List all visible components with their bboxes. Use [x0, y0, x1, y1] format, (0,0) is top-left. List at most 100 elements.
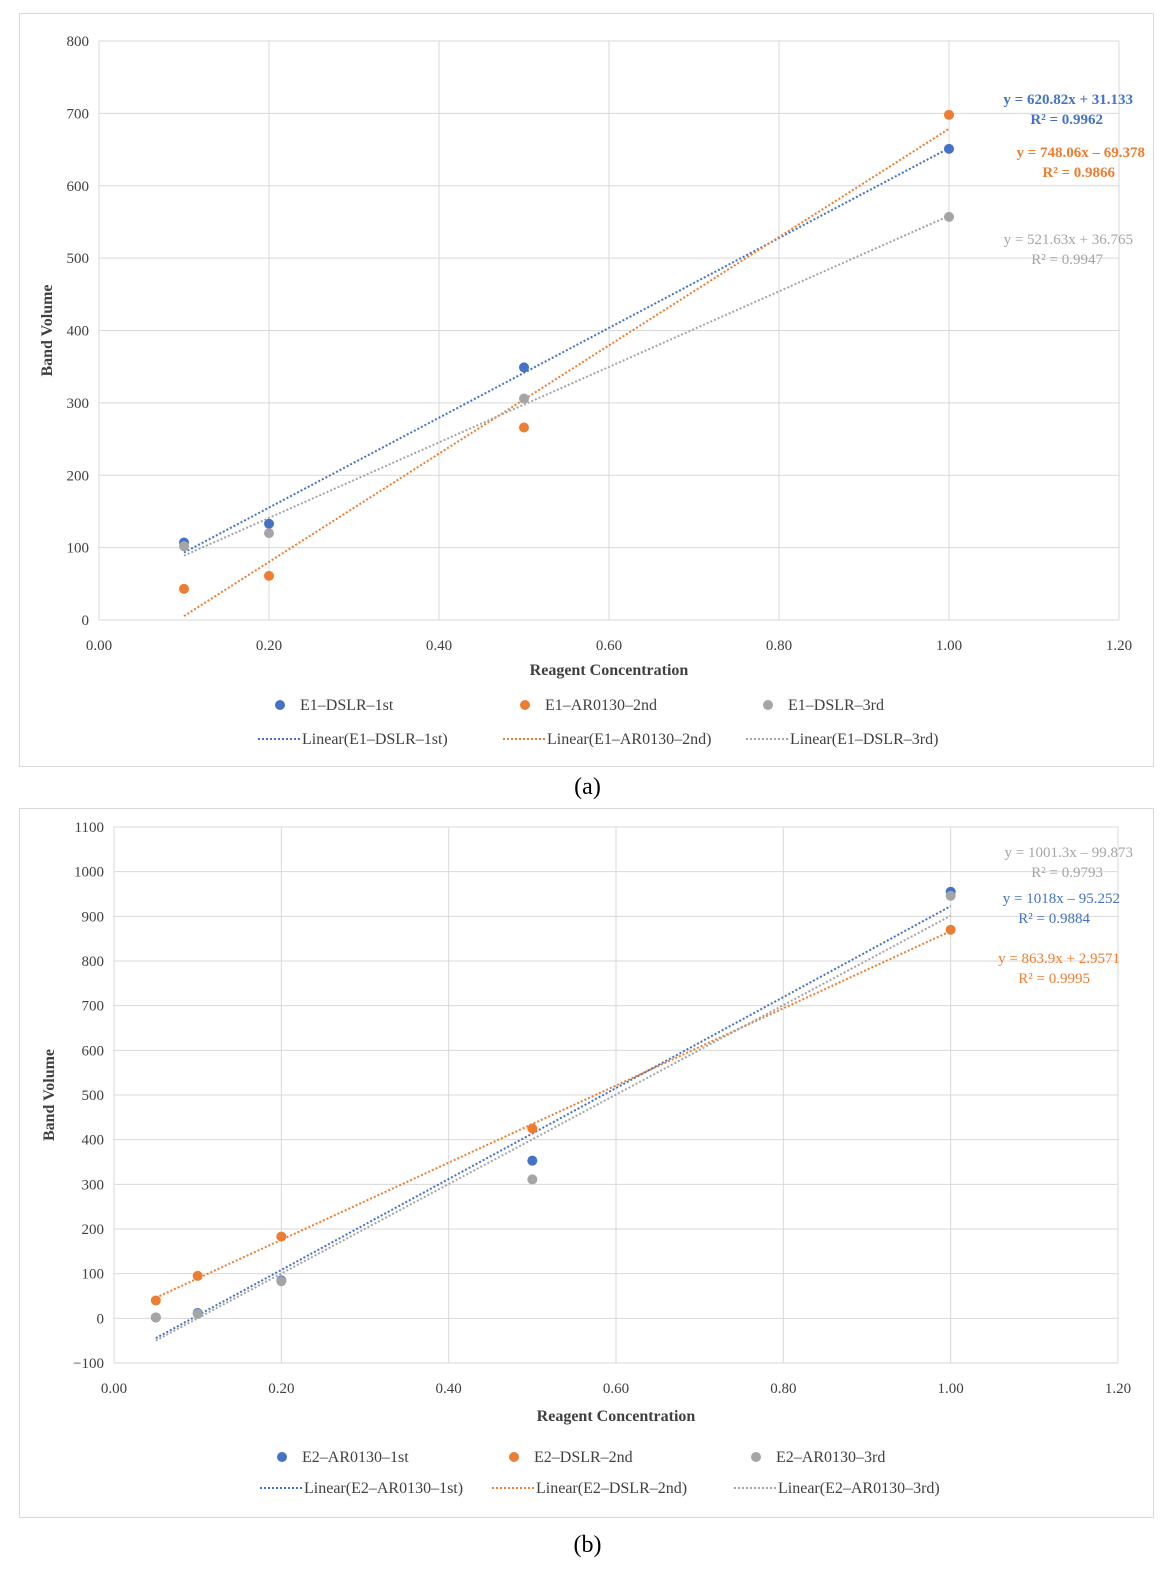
legend-label: E2–AR0130–3rd — [776, 1449, 885, 1466]
legend-trend-label: Linear(E2–AR0130–3rd) — [778, 1480, 940, 1497]
data-point — [945, 890, 956, 901]
legend-label: E1–DSLR–3rd — [788, 697, 884, 714]
y-tick-label: 300 — [67, 396, 90, 412]
y-tick-label: 700 — [67, 106, 90, 122]
data-point — [519, 362, 529, 373]
legend-trend-label: Linear(E1–DSLR–3rd) — [790, 731, 938, 748]
y-tick-label: 400 — [67, 324, 90, 340]
data-point — [276, 1276, 287, 1287]
legend-marker — [763, 700, 773, 710]
trend-equation: y = 521.63x + 36.765 — [1004, 232, 1133, 248]
x-tick-label: 1.00 — [938, 1381, 964, 1397]
trend-equation: y = 863.9x + 2.9571 — [998, 951, 1120, 967]
legend-trend-label: Linear(E2–DSLR–2nd) — [536, 1480, 687, 1497]
data-point — [150, 1312, 161, 1323]
x-tick-label: 0.40 — [436, 1381, 462, 1397]
caption-a: (a) — [574, 774, 601, 800]
trend-equation: y = 748.06x – 69.378 — [1016, 145, 1145, 161]
y-tick-label: 200 — [82, 1222, 105, 1238]
y-axis-title: Band Volume — [39, 284, 56, 376]
x-tick-label: 1.00 — [936, 638, 962, 654]
data-point — [519, 422, 529, 433]
x-tick-label: 0.20 — [256, 638, 282, 654]
trend-r2: R² = 0.9866 — [1042, 165, 1115, 181]
trendline-1 — [155, 930, 952, 1299]
data-point — [527, 1174, 538, 1185]
legend-marker — [277, 1452, 287, 1462]
data-point — [519, 393, 529, 404]
caption-b: (b) — [573, 1532, 602, 1558]
y-tick-label: 200 — [67, 468, 90, 484]
chart-panel-b: −100 0 100 200 300 400 500 600 700 800 900 1000 1100… — [19, 808, 1154, 1518]
data-point — [264, 518, 274, 529]
data-point — [264, 528, 274, 539]
legend-marker — [509, 1452, 519, 1462]
trendline-2 — [183, 214, 950, 557]
data-point — [527, 1155, 538, 1166]
trend-equation: y = 1018x – 95.252 — [1003, 891, 1120, 907]
data-point — [944, 143, 954, 154]
y-tick-label: 500 — [67, 251, 90, 267]
x-tick-label: 0.00 — [101, 1381, 127, 1397]
data-point — [264, 570, 274, 581]
trend-equation: y = 620.82x + 31.133 — [1003, 92, 1133, 108]
data-point — [192, 1308, 203, 1319]
trendline-0 — [155, 905, 952, 1340]
x-tick-label: 0.80 — [766, 638, 792, 654]
trendline-1 — [183, 127, 950, 617]
data-point — [179, 541, 189, 552]
x-tick-label: 0.60 — [603, 1381, 629, 1397]
data-point — [944, 109, 954, 120]
trendline-0 — [183, 147, 950, 554]
y-tick-label: −100 — [73, 1356, 104, 1372]
trend-r2: R² = 0.9995 — [1018, 971, 1090, 987]
legend-marker — [751, 1452, 761, 1462]
trend-equation: y = 1001.3x – 99.873 — [1005, 845, 1133, 861]
y-tick-label: 600 — [82, 1043, 105, 1059]
data-point — [150, 1295, 161, 1306]
y-axis-title: Band Volume — [41, 1049, 58, 1141]
y-tick-label: 1100 — [75, 820, 104, 836]
y-tick-label: 0 — [97, 1311, 105, 1327]
x-tick-label: 1.20 — [1106, 638, 1132, 654]
y-tick-label: 0 — [82, 613, 90, 629]
y-tick-label: 700 — [82, 999, 105, 1015]
trend-r2: R² = 0.9884 — [1018, 911, 1090, 927]
y-tick-label: 300 — [82, 1177, 105, 1193]
x-tick-label: 0.20 — [268, 1381, 294, 1397]
legend-label: E1–AR0130–2nd — [545, 697, 657, 714]
y-tick-label: 400 — [82, 1133, 105, 1149]
y-tick-label: 900 — [82, 909, 105, 925]
y-tick-label: 800 — [82, 954, 105, 970]
chart-a-svg: 0 100 200 300 400 500 600 700 800 0.00 0.20 0.40 0.6… — [39, 34, 1145, 748]
data-point — [527, 1123, 538, 1134]
trend-r2: R² = 0.9947 — [1031, 252, 1103, 268]
x-axis-title: Reagent Concentration — [530, 662, 689, 679]
legend-trend-label: Linear(E2–AR0130–1st) — [304, 1480, 463, 1497]
trend-r2: R² = 0.9793 — [1031, 865, 1103, 881]
trendline-2 — [155, 914, 952, 1342]
data-point — [944, 211, 954, 222]
y-tick-label: 500 — [82, 1088, 105, 1104]
legend-label: E1–DSLR–1st — [300, 697, 394, 714]
data-point — [276, 1231, 287, 1242]
data-point — [179, 583, 189, 594]
y-tick-label: 100 — [82, 1267, 105, 1283]
y-tick-label: 800 — [67, 34, 90, 50]
x-tick-label: 0.00 — [86, 638, 112, 654]
legend-trend-label: Linear(E1–DSLR–1st) — [302, 731, 448, 748]
legend-label: E2–DSLR–2nd — [534, 1449, 633, 1466]
y-tick-label: 600 — [67, 179, 90, 195]
legend-label: E2–AR0130–1st — [302, 1449, 409, 1466]
data-point — [945, 924, 956, 935]
y-tick-label: 100 — [67, 541, 90, 557]
x-tick-label: 1.20 — [1105, 1381, 1131, 1397]
data-point — [192, 1270, 203, 1281]
x-axis-title: Reagent Concentration — [537, 1408, 696, 1425]
legend-marker — [275, 700, 285, 710]
trend-r2: R² = 0.9962 — [1030, 112, 1103, 128]
legend-trend-label: Linear(E1–AR0130–2nd) — [547, 731, 711, 748]
x-tick-label: 0.40 — [426, 638, 452, 654]
x-tick-label: 0.60 — [596, 638, 622, 654]
x-tick-label: 0.80 — [770, 1381, 796, 1397]
